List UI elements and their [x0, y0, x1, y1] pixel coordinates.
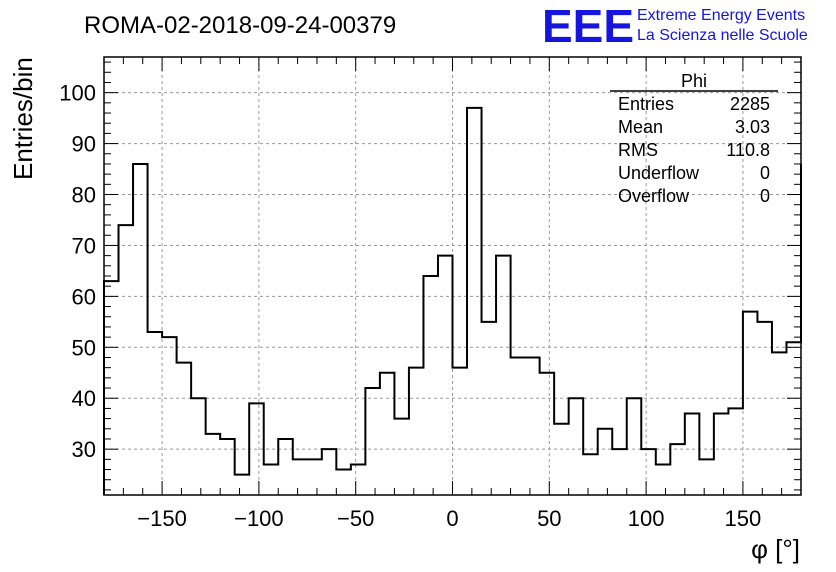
y-tick-label: 40 [72, 386, 96, 411]
histogram-bin [757, 322, 772, 495]
histogram-bin [612, 449, 627, 495]
histogram-bin [554, 424, 569, 495]
histogram-bin [162, 337, 177, 495]
histogram-bin [670, 444, 685, 495]
histogram-bin [235, 475, 250, 495]
stats-row-value: 2285 [730, 94, 770, 114]
histogram-bin [394, 419, 409, 495]
histogram-bin [583, 454, 598, 495]
histogram-bin [293, 459, 308, 495]
logo-line-1: Extreme Energy Events [637, 7, 805, 24]
histogram-bin [365, 388, 380, 495]
histogram-bin [641, 449, 656, 495]
y-tick-label: 90 [72, 132, 96, 157]
x-tick-label: 150 [725, 506, 762, 531]
histogram-bin [656, 464, 671, 495]
y-tick-label: 50 [72, 335, 96, 360]
stats-row-value: 110.8 [726, 140, 770, 160]
histogram-bin [278, 439, 293, 495]
histogram-bin [772, 352, 787, 495]
grid [104, 57, 801, 495]
histogram-bin [525, 357, 540, 495]
histogram-bin [467, 108, 482, 495]
stats-title: Phi [681, 71, 707, 91]
stats-row-label: Entries [618, 94, 674, 114]
y-axis-label: Entries/bin [8, 57, 38, 180]
histogram-outline [103, 106, 802, 495]
x-axis-label: φ [°] [751, 534, 800, 564]
stats-row-label: Overflow [618, 186, 690, 206]
histogram-bin [496, 256, 511, 495]
x-tick-label: −150 [137, 506, 187, 531]
histogram-bin [177, 363, 192, 495]
histogram-bin [351, 464, 366, 495]
histogram-bin [511, 357, 526, 495]
histogram-bin [191, 398, 206, 495]
stats-box: Phi Entries 2285 Mean 3.03 RMS 110.8 Underflow… [610, 71, 778, 206]
stats-rows: Entries 2285 Mean 3.03 RMS 110.8 Underflow 0 Ove… [618, 94, 770, 206]
histogram-bin [627, 398, 642, 495]
stats-row-label: Mean [618, 117, 663, 137]
histogram-bin [119, 225, 134, 495]
y-tick-label: 70 [72, 233, 96, 258]
stats-row-value: 0 [760, 186, 770, 206]
axis-ticks [103, 57, 802, 495]
stats-row-value: 3.03 [735, 117, 770, 137]
histogram-bin [482, 322, 497, 495]
y-tick-label: 80 [72, 183, 96, 208]
y-tick-label: 100 [59, 81, 96, 106]
eee-logo: EEE [542, 0, 634, 52]
histogram-bin [148, 332, 163, 495]
histogram-bin [133, 164, 148, 495]
histogram-bin [699, 459, 714, 495]
logo-line-2: La Scienza nelle Scuole [637, 27, 808, 44]
histogram-bin [409, 368, 424, 495]
x-tick-label: 50 [537, 506, 561, 531]
histogram-bin [685, 414, 700, 495]
stats-row-value: 0 [760, 163, 770, 183]
run-title: ROMA-02-2018-09-24-00379 [84, 12, 396, 39]
histogram-bin [714, 414, 729, 495]
x-tick-label: 0 [446, 506, 458, 531]
y-tick-label: 30 [72, 437, 96, 462]
histogram-bin [453, 368, 468, 495]
stats-row-label: RMS [618, 140, 658, 160]
histogram-bin [438, 256, 453, 495]
tick-labels: −150 −100 −50 0 50 100 150 30 40 50 60 70 80 90 100 [59, 81, 761, 531]
stats-row-label: Underflow [618, 163, 700, 183]
histogram-bin [728, 408, 743, 495]
histogram-bin [206, 434, 221, 495]
histogram-bin [307, 459, 322, 495]
x-tick-label: −50 [337, 506, 374, 531]
x-tick-label: −100 [234, 506, 284, 531]
histogram-bin [743, 312, 758, 495]
histogram-bin [540, 373, 555, 495]
histogram-bin [322, 449, 337, 495]
histogram-bin [380, 373, 395, 495]
histogram-bin [598, 429, 613, 495]
histogram-bin [569, 398, 584, 495]
x-tick-label: 100 [628, 506, 665, 531]
y-tick-label: 60 [72, 284, 96, 309]
histogram-bin [220, 439, 235, 495]
histogram-bin [264, 464, 279, 495]
histogram-bin [336, 470, 351, 495]
histogram-bin [423, 276, 438, 495]
